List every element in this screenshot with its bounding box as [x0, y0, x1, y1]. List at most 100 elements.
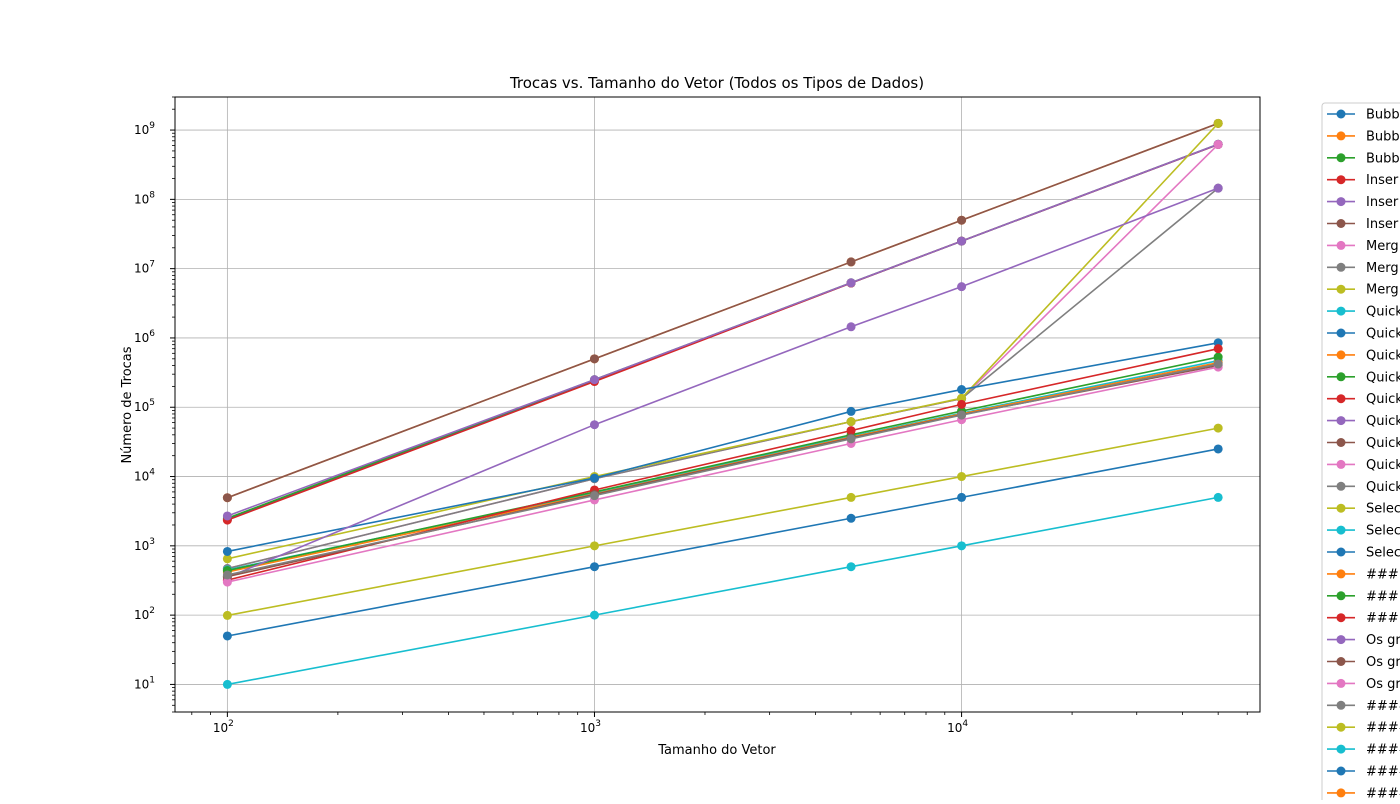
data-point	[222, 554, 232, 564]
legend-item: Quick	[1327, 414, 1400, 429]
x-axis-label: Tamanho do Vetor	[657, 743, 776, 758]
data-point	[957, 215, 967, 225]
y-axis: 101 102 103 104 105 106 107 108 109	[134, 96, 175, 713]
legend-label: Quick	[1366, 305, 1400, 320]
legend-label: Quick	[1366, 392, 1400, 407]
legend-item: Quick	[1327, 327, 1400, 342]
legend-marker	[1336, 306, 1346, 316]
legend-marker	[1336, 678, 1346, 688]
legend-marker	[1336, 700, 1346, 710]
legend-item: Os gr	[1327, 677, 1400, 692]
chart-title: Trocas vs. Tamanho do Vetor (Todos os Ti…	[509, 74, 924, 92]
x-tick-label: 102	[213, 719, 234, 735]
data-point	[589, 473, 599, 483]
legend-marker	[1336, 262, 1346, 272]
data-point	[957, 410, 967, 420]
series-6	[222, 118, 1223, 503]
legend-label: Bubb	[1366, 151, 1400, 166]
data-point	[589, 562, 599, 572]
data-point	[846, 278, 856, 288]
legend-marker	[1336, 175, 1346, 185]
data-point	[846, 426, 856, 436]
legend-marker	[1336, 788, 1346, 798]
legend-label: Quick	[1366, 348, 1400, 363]
legend-marker	[1336, 197, 1346, 207]
legend-marker	[1336, 153, 1346, 163]
legend-item: Inser	[1327, 195, 1399, 210]
legend-item: Os gr	[1327, 655, 1400, 670]
legend-item: Bubb	[1327, 108, 1400, 123]
y-tick-label: 104	[134, 468, 155, 484]
series-21	[222, 444, 1223, 641]
series-18	[222, 359, 1223, 580]
y-axis-label: Número de Trocas	[120, 346, 135, 463]
data-point	[222, 546, 232, 556]
y-tick-label: 106	[134, 329, 155, 345]
plot-area-frame	[174, 96, 1261, 713]
legend-marker	[1336, 635, 1346, 645]
legend-marker	[1336, 547, 1346, 557]
legend-label: ####	[1366, 721, 1400, 736]
data-point	[589, 541, 599, 551]
legend-label: Os gr	[1366, 633, 1400, 648]
series-7	[222, 139, 1223, 574]
legend-label: Quick	[1366, 480, 1400, 495]
legend-label: ####	[1366, 743, 1400, 758]
legend-item: Bubb	[1327, 151, 1400, 166]
data-point	[1213, 492, 1223, 502]
data-point	[846, 434, 856, 444]
legend-item: ####	[1327, 699, 1400, 714]
legend-item: Merg	[1327, 283, 1399, 298]
series-line	[227, 342, 1219, 553]
legend-marker	[1336, 613, 1346, 623]
series-line	[227, 366, 1219, 583]
data-point	[589, 610, 599, 620]
legend-label: Quick	[1366, 414, 1400, 429]
data-point	[846, 257, 856, 267]
legend-item: ####	[1327, 743, 1400, 758]
series-9	[222, 118, 1223, 564]
legend-label: ####	[1366, 699, 1400, 714]
legend-item: Selec	[1327, 502, 1400, 517]
legend-item: Os gr	[1327, 633, 1400, 648]
data-point	[846, 417, 856, 427]
y-tick-label: 107	[134, 260, 155, 276]
grid-lines	[175, 97, 1260, 712]
legend-item: Inser	[1327, 173, 1399, 188]
legend-item: Quick	[1327, 458, 1400, 473]
legend-item: ####	[1327, 765, 1400, 780]
y-tick-label: 103	[134, 537, 155, 553]
legend-item: ####	[1327, 721, 1400, 736]
series-11	[222, 338, 1223, 556]
series-layer	[222, 118, 1223, 689]
data-point	[222, 493, 232, 503]
series-20	[222, 492, 1223, 689]
legend-item: ####	[1327, 786, 1400, 801]
data-point	[957, 385, 967, 395]
legend-marker	[1336, 328, 1346, 338]
data-point	[957, 541, 967, 551]
series-19	[222, 423, 1223, 620]
y-tick-label: 108	[134, 190, 155, 206]
x-axis: 102 103 104	[191, 712, 1248, 735]
legend-marker	[1336, 503, 1346, 513]
y-tick-label: 105	[134, 398, 155, 414]
legend-marker	[1336, 459, 1346, 469]
data-point	[957, 282, 967, 292]
legend-item: Quick	[1327, 305, 1400, 320]
legend-label: Selec	[1366, 524, 1400, 539]
legend-item: Merg	[1327, 239, 1399, 254]
y-tick-label: 102	[134, 606, 155, 622]
data-point	[222, 570, 232, 580]
legend-marker	[1336, 372, 1346, 382]
legend-label: Quick	[1366, 370, 1400, 385]
legend-label: Quick	[1366, 458, 1400, 473]
data-point	[957, 399, 967, 409]
legend-marker	[1336, 131, 1346, 141]
legend-marker	[1336, 766, 1346, 776]
data-point	[222, 679, 232, 689]
legend-label: Inser	[1366, 195, 1399, 210]
legend-marker	[1336, 438, 1346, 447]
